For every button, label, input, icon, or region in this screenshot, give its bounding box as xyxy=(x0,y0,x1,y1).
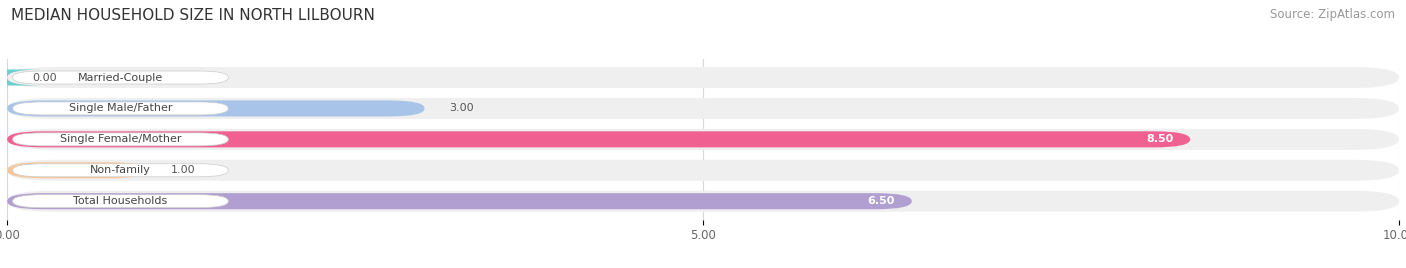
Text: MEDIAN HOUSEHOLD SIZE IN NORTH LILBOURN: MEDIAN HOUSEHOLD SIZE IN NORTH LILBOURN xyxy=(11,8,375,23)
Text: Non-family: Non-family xyxy=(90,165,150,175)
FancyBboxPatch shape xyxy=(0,69,44,85)
FancyBboxPatch shape xyxy=(7,162,146,178)
Text: Single Male/Father: Single Male/Father xyxy=(69,103,172,113)
FancyBboxPatch shape xyxy=(13,133,228,146)
Text: 6.50: 6.50 xyxy=(868,196,896,206)
Text: Single Female/Mother: Single Female/Mother xyxy=(59,134,181,144)
Text: Total Households: Total Households xyxy=(73,196,167,206)
FancyBboxPatch shape xyxy=(7,160,1399,181)
FancyBboxPatch shape xyxy=(7,98,1399,119)
FancyBboxPatch shape xyxy=(7,191,1399,212)
FancyBboxPatch shape xyxy=(7,193,912,209)
FancyBboxPatch shape xyxy=(13,164,228,177)
Text: 1.00: 1.00 xyxy=(172,165,195,175)
Text: 8.50: 8.50 xyxy=(1146,134,1174,144)
FancyBboxPatch shape xyxy=(13,195,228,208)
Text: Married-Couple: Married-Couple xyxy=(77,73,163,83)
FancyBboxPatch shape xyxy=(7,67,1399,88)
FancyBboxPatch shape xyxy=(7,131,1191,147)
FancyBboxPatch shape xyxy=(13,71,228,84)
FancyBboxPatch shape xyxy=(7,100,425,117)
Text: 0.00: 0.00 xyxy=(32,73,56,83)
FancyBboxPatch shape xyxy=(13,102,228,115)
Text: 3.00: 3.00 xyxy=(450,103,474,113)
FancyBboxPatch shape xyxy=(7,129,1399,150)
Text: Source: ZipAtlas.com: Source: ZipAtlas.com xyxy=(1270,8,1395,21)
